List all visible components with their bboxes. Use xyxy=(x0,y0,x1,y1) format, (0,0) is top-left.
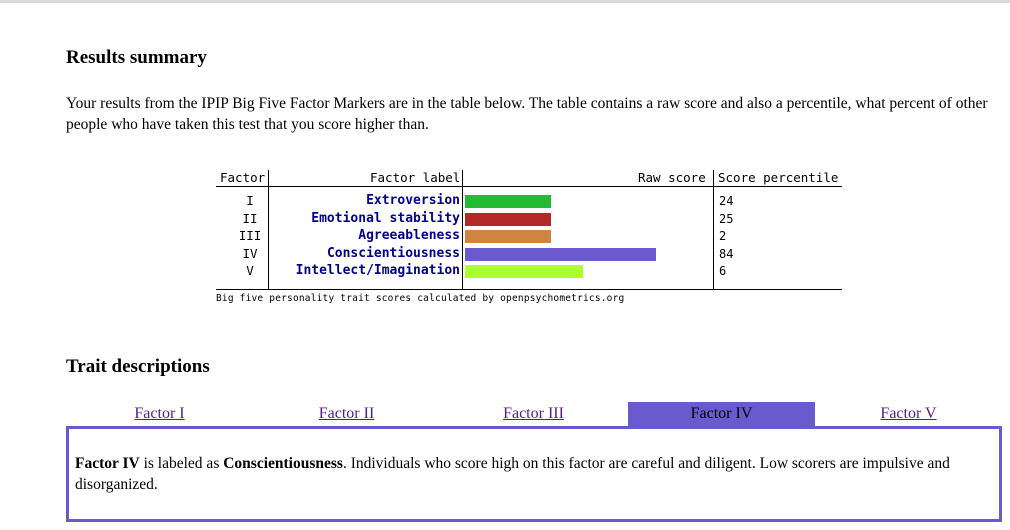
column-divider-1 xyxy=(268,170,269,289)
column-divider-3 xyxy=(713,170,714,289)
tab-factor-v[interactable]: Factor V xyxy=(880,405,937,422)
chart-caption: Big five personality trait scores calcul… xyxy=(216,293,625,304)
score-percentile: 84 xyxy=(719,246,734,261)
header-factor: Factor xyxy=(220,170,266,185)
raw-score-bar xyxy=(465,247,656,261)
header-score-percentile: Score percentile xyxy=(718,170,839,185)
description-trait: Conscientiousness xyxy=(223,455,343,472)
factor-label: Emotional stability xyxy=(311,210,460,226)
raw-score-bar xyxy=(465,212,551,226)
tab-factor-iv[interactable]: Factor IV xyxy=(628,402,815,426)
raw-score-bar xyxy=(465,230,551,243)
top-border xyxy=(0,0,1010,3)
factor-label: Extroversion xyxy=(366,193,460,208)
factor-label: Conscientiousness xyxy=(326,245,460,261)
tab-factor-i[interactable]: Factor I xyxy=(134,405,185,422)
description-mid: is labeled as xyxy=(139,455,224,472)
results-chart: Factor Factor label Raw score Score perc… xyxy=(216,168,842,313)
factor-label: Intellect/Imagination xyxy=(295,263,460,278)
raw-score-bar xyxy=(465,195,551,208)
header-factor-label: Factor label xyxy=(370,170,461,185)
factor-roman: II xyxy=(242,210,258,226)
score-percentile: 25 xyxy=(719,211,734,226)
tab-factor-iii[interactable]: Factor III xyxy=(503,405,564,422)
bottom-rule xyxy=(216,289,842,290)
score-percentile: 2 xyxy=(719,229,727,243)
header-rule xyxy=(216,186,842,187)
trait-descriptions-heading: Trait descriptions xyxy=(66,356,210,377)
tab-factor-ii[interactable]: Factor II xyxy=(318,405,375,422)
score-percentile: 24 xyxy=(719,194,734,208)
results-summary-heading: Results summary xyxy=(66,47,207,68)
score-percentile: 6 xyxy=(719,264,727,278)
factor-label: Agreeableness xyxy=(358,228,460,243)
trait-description-text: Factor IV is labeled as Conscientiousnes… xyxy=(75,453,985,495)
factor-roman: V xyxy=(246,263,254,278)
trait-description-panel: Factor IV is labeled as Conscientiousnes… xyxy=(66,426,1002,522)
factor-roman: IV xyxy=(242,245,258,261)
column-divider-2 xyxy=(462,170,463,289)
header-raw-score: Raw score xyxy=(638,170,706,185)
description-factor: Factor IV xyxy=(75,455,140,472)
factor-roman: III xyxy=(238,228,262,243)
factor-roman: I xyxy=(246,193,254,208)
factor-tabs: Factor I Factor II Factor III Factor IV … xyxy=(66,402,1002,426)
results-intro-text: Your results from the IPIP Big Five Fact… xyxy=(66,95,988,133)
description-rest: . Individuals who score high on this fac… xyxy=(75,455,950,493)
raw-score-bar xyxy=(465,265,583,278)
